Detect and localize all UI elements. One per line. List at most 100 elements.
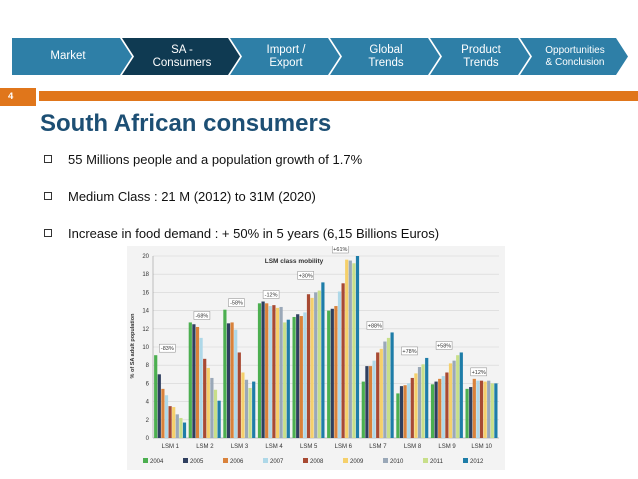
bar	[226, 323, 231, 438]
bar	[182, 422, 187, 438]
bar	[376, 352, 380, 438]
nav-tab-product-trends[interactable]: Product Trends	[430, 38, 530, 75]
bar	[244, 379, 249, 438]
bar	[268, 306, 272, 438]
bar	[330, 308, 334, 438]
bar	[154, 355, 158, 438]
bar	[192, 324, 196, 438]
bar	[425, 357, 429, 438]
legend-swatch	[343, 458, 348, 463]
y-tick-label: 8	[146, 363, 150, 369]
x-tick-label: LSM 6	[335, 444, 353, 450]
change-annotation: -58%	[230, 301, 243, 307]
bar	[203, 358, 207, 438]
bar	[314, 292, 318, 438]
bar	[399, 386, 404, 438]
y-tick-label: 0	[146, 436, 150, 442]
y-tick-label: 6	[146, 381, 150, 387]
bar	[272, 305, 276, 438]
bar	[261, 301, 265, 438]
nav-tab-label: Opportunities & Conclusion	[545, 44, 605, 68]
change-annotation-box	[366, 321, 384, 330]
y-tick-label: 4	[146, 400, 150, 406]
bar	[317, 290, 321, 438]
bar	[164, 395, 169, 438]
legend-swatch	[183, 458, 188, 463]
bar	[234, 329, 238, 438]
bar	[168, 406, 172, 438]
bar	[417, 367, 422, 438]
bar	[372, 360, 376, 438]
legend-swatch	[463, 458, 468, 463]
bar	[476, 380, 480, 438]
bar	[490, 383, 494, 438]
bar	[210, 377, 214, 438]
bar	[396, 393, 400, 438]
bar	[248, 387, 252, 438]
bar	[494, 383, 498, 438]
bar	[334, 306, 338, 438]
change-annotation: +88%	[368, 323, 382, 329]
x-tick-label: LSM 5	[300, 444, 318, 450]
y-tick-label: 20	[142, 254, 149, 260]
bar	[348, 260, 352, 438]
change-annotation-box	[401, 346, 418, 356]
slide-number: 4	[0, 88, 36, 106]
bar	[327, 310, 331, 438]
bar	[414, 373, 418, 438]
nav-tab-sa-consumers[interactable]: SA - Consumers	[122, 38, 240, 75]
bar	[341, 283, 345, 438]
change-annotation-box	[435, 341, 453, 350]
nav-tab-import-export[interactable]: Import / Export	[230, 38, 340, 75]
legend-label: 2010	[390, 459, 404, 465]
bar	[465, 388, 469, 438]
bar	[368, 366, 373, 438]
change-annotation-box	[297, 271, 314, 280]
x-tick-label: LSM 1	[162, 444, 180, 450]
legend-swatch	[383, 458, 388, 463]
bar	[286, 319, 290, 438]
nav-tab-opportunities-conclusion[interactable]: Opportunities & Conclusion	[520, 38, 628, 75]
chart-title: LSM class mobility	[265, 258, 324, 265]
bar	[438, 378, 442, 438]
bar	[383, 341, 387, 438]
legend-swatch	[423, 458, 428, 463]
bar	[252, 381, 256, 438]
bar	[303, 312, 307, 438]
change-annotation: -68%	[195, 313, 208, 319]
bar	[352, 263, 356, 438]
nav-tab-market[interactable]: Market	[12, 38, 132, 75]
bullet-text: Medium Class : 21 M (2012) to 31M (2020)	[68, 188, 316, 204]
bar	[386, 337, 391, 438]
bar	[241, 372, 245, 438]
nav-tab-global-trends[interactable]: Global Trends	[330, 38, 440, 75]
change-annotation-box	[159, 343, 176, 353]
bar	[456, 355, 460, 438]
bar	[403, 385, 407, 438]
bar	[275, 307, 280, 438]
bar	[157, 374, 161, 438]
legend-swatch	[223, 458, 228, 463]
list-item: 55 Millions people and a population grow…	[44, 149, 624, 169]
y-tick-label: 14	[142, 309, 149, 315]
bar	[421, 364, 425, 438]
x-tick-label: LSM 10	[471, 444, 492, 450]
change-annotation-box	[262, 290, 280, 299]
change-annotation-box	[193, 311, 211, 320]
y-tick-label: 2	[146, 418, 150, 424]
list-item: Increase in food demand : + 50% in 5 yea…	[44, 223, 624, 243]
bar	[296, 314, 300, 438]
legend-swatch	[263, 458, 268, 463]
change-annotation: +12%	[472, 370, 486, 376]
bar	[265, 303, 269, 438]
y-tick-label: 12	[142, 327, 149, 333]
bullet-list: 55 Millions people and a population grow…	[44, 149, 624, 260]
y-tick-label: 18	[142, 272, 149, 278]
bar	[299, 316, 303, 438]
bar	[161, 388, 165, 438]
bar	[390, 332, 394, 438]
lsm-chart: LSM class mobility % of SA adult populat…	[127, 244, 505, 470]
legend-label: 2005	[190, 459, 204, 465]
legend-label: 2008	[310, 459, 324, 465]
change-annotation: -83%	[161, 346, 174, 352]
